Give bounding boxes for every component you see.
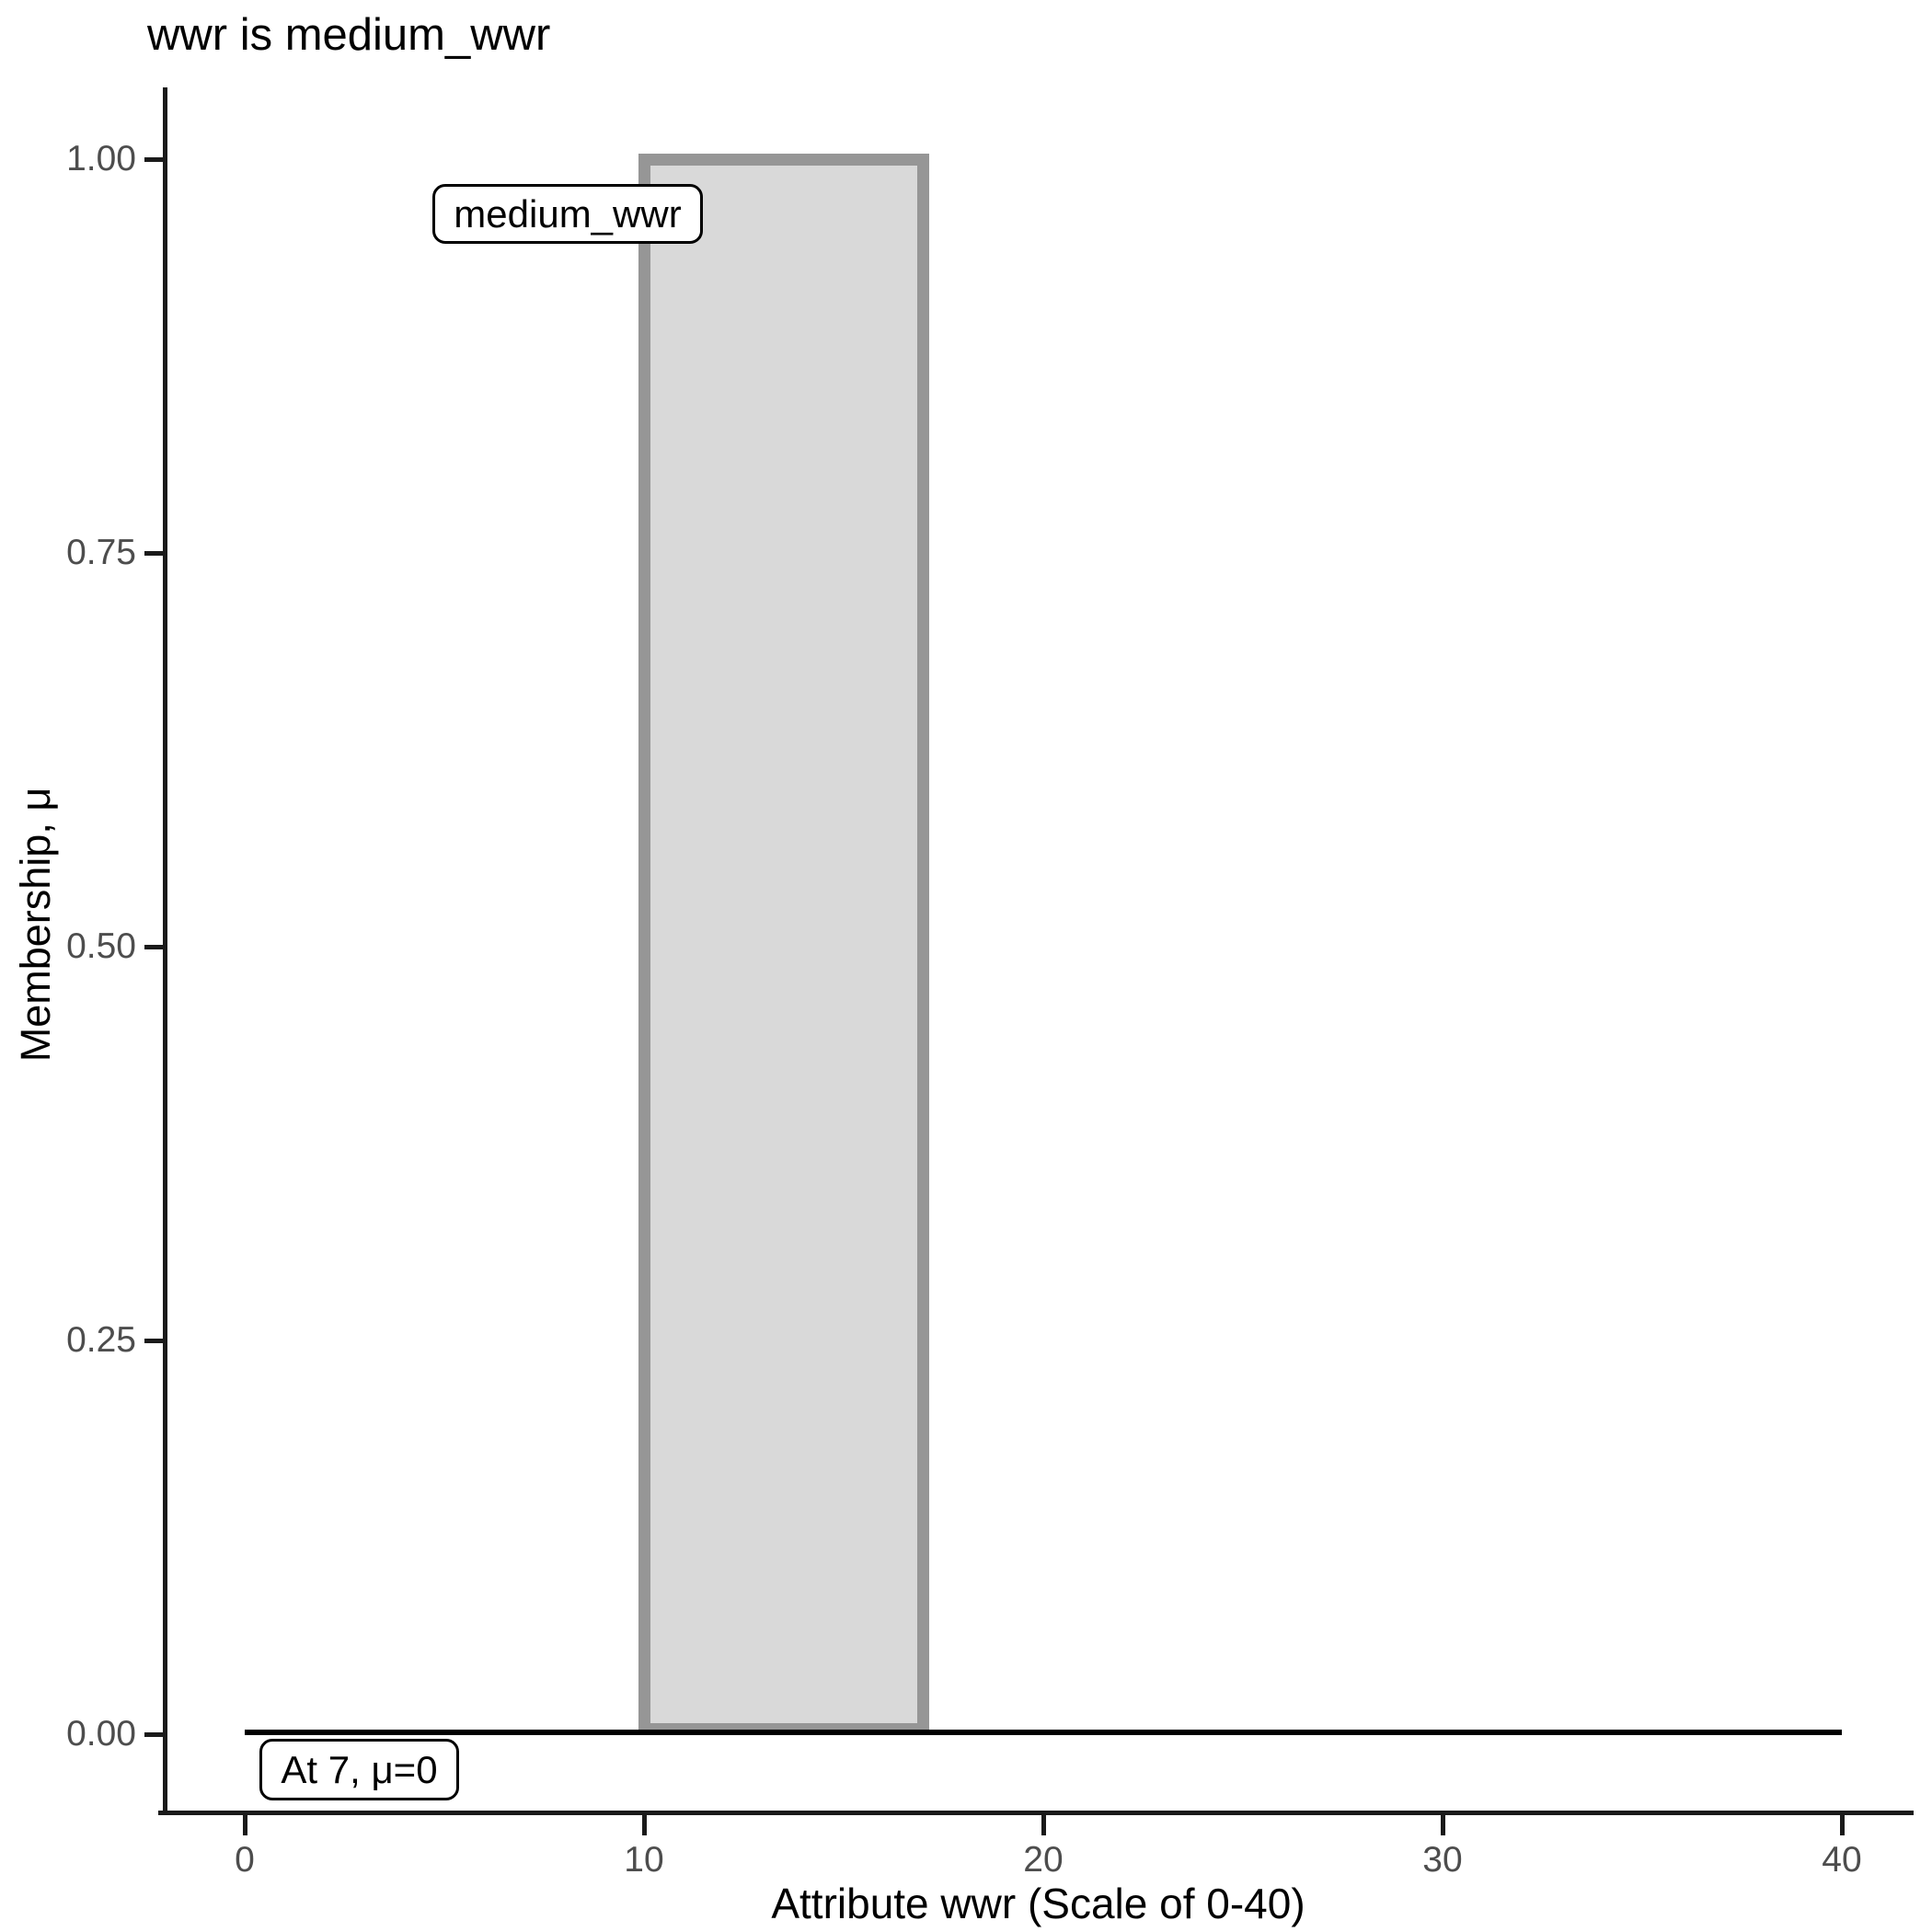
y-tick	[144, 1731, 163, 1737]
y-tick-label: 0.00	[66, 1714, 136, 1754]
point-evaluation-label-box: At 7, μ=0	[259, 1739, 459, 1800]
y-tick	[144, 156, 163, 162]
x-axis-title: Attribute wwr (Scale of 0-40)	[771, 1880, 1305, 1927]
y-tick	[144, 550, 163, 556]
y-tick-label: 0.75	[66, 533, 136, 572]
membership-function-bar	[638, 153, 930, 1735]
x-tick	[1440, 1815, 1445, 1835]
x-axis-line	[158, 1811, 1914, 1815]
y-axis-line	[163, 87, 167, 1815]
chart-title: wwr is medium_wwr	[147, 10, 551, 60]
y-tick-label: 0.50	[66, 926, 136, 966]
x-tick	[1041, 1815, 1046, 1835]
x-tick-label: 0	[235, 1840, 255, 1880]
y-tick-label: 1.00	[66, 139, 136, 178]
set-name-label-text: medium_wwr	[454, 191, 682, 236]
x-tick-label: 30	[1422, 1840, 1463, 1880]
point-evaluation-label-text: At 7, μ=0	[281, 1747, 438, 1791]
set-name-label-box: medium_wwr	[432, 184, 703, 244]
x-tick-label: 40	[1822, 1840, 1862, 1880]
zero-membership-line	[245, 1730, 1842, 1735]
x-tick-label: 10	[624, 1840, 664, 1880]
y-tick-label: 0.25	[66, 1320, 136, 1360]
x-tick	[641, 1815, 647, 1835]
x-tick	[242, 1815, 247, 1835]
y-tick	[144, 944, 163, 949]
x-tick	[1839, 1815, 1845, 1835]
x-tick-label: 20	[1023, 1840, 1064, 1880]
y-tick	[144, 1338, 163, 1343]
